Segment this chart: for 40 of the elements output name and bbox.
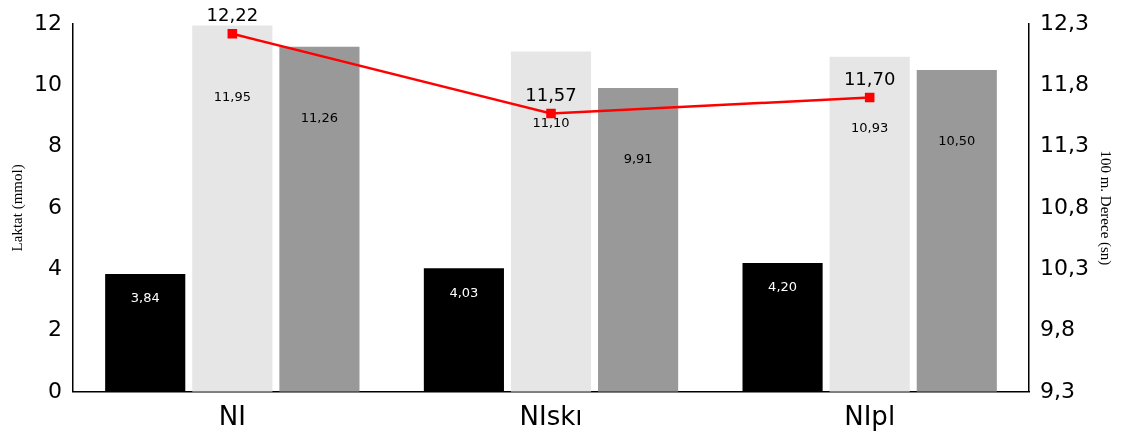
bar (510, 51, 592, 392)
bar (192, 25, 273, 392)
data-label: 9,91 (623, 151, 653, 167)
data-label: 11,70 (843, 68, 896, 90)
bar (829, 56, 910, 392)
y-tick-label: 8 (47, 132, 62, 158)
data-label: 3,84 (130, 290, 160, 306)
bar (598, 88, 679, 392)
y2-tick-label: 10,8 (1040, 193, 1089, 219)
data-label: 10,50 (938, 133, 976, 149)
data-label: 10,93 (851, 120, 889, 136)
y2-tick-label: 9,8 (1040, 316, 1076, 342)
y-tick-label: 4 (47, 254, 62, 280)
y2-tick-label: 12,3 (1040, 9, 1089, 35)
y-axis-title: Laktat (mmol) (8, 164, 26, 252)
data-label: 4,03 (449, 284, 479, 300)
data-label: 4,20 (768, 279, 798, 295)
y2-tick-label: 10,3 (1040, 254, 1089, 280)
y2-tick-label: 11,3 (1040, 132, 1089, 158)
bar (916, 69, 997, 392)
y-tick-label: 2 (47, 316, 62, 342)
data-label: 12,22 (206, 4, 259, 26)
point (227, 29, 238, 39)
data-label: 11,26 (300, 110, 339, 126)
y-tick-label: 6 (47, 193, 62, 219)
y2-tick-label: 9,3 (1040, 377, 1076, 403)
point (864, 92, 875, 103)
bar (279, 46, 360, 392)
y-tick-label: 0 (47, 377, 62, 403)
x-tick-label: NI (218, 401, 246, 432)
x-tick-label: NIpl (844, 401, 896, 432)
point (546, 108, 556, 119)
y2-axis-title: 100 m. Derece (sn) (1097, 150, 1115, 266)
data-label: 11,10 (532, 114, 570, 130)
y2-tick-label: 11,8 (1040, 71, 1089, 97)
data-label: 11,57 (525, 84, 577, 106)
x-tick-label: NIskı (519, 401, 583, 432)
y-tick-label: 10 (33, 71, 62, 97)
y-tick-label: 12 (33, 9, 62, 35)
data-label: 11,95 (213, 88, 251, 104)
